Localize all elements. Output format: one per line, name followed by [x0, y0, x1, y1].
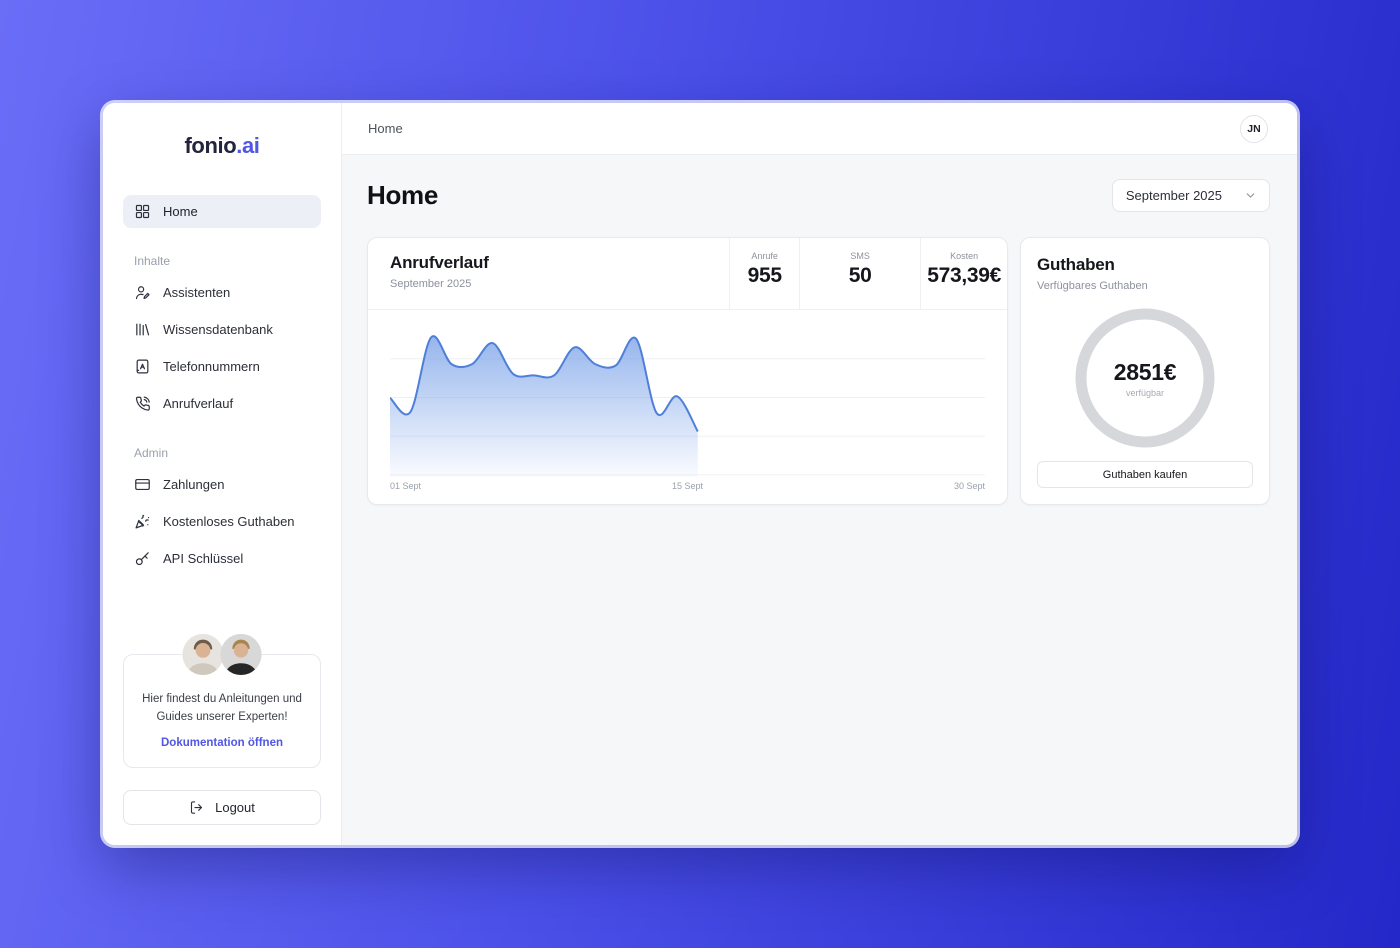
calls-area-chart	[390, 320, 985, 477]
sidebar-item-label: Home	[163, 204, 198, 219]
balance-card: Guthaben Verfügbares Guthaben 2851€ verf…	[1020, 237, 1270, 505]
x-tick-end: 30 Sept	[953, 481, 985, 491]
logo-suffix: .ai	[236, 133, 260, 158]
phone-call-icon	[134, 395, 151, 412]
sidebar-item-label: Kostenloses Guthaben	[163, 514, 295, 529]
sidebar-item-label: API Schlüssel	[163, 551, 244, 566]
title-row: Home September 2025	[367, 179, 1270, 212]
grid-icon	[134, 203, 151, 220]
balance-amount: 2851€	[1113, 358, 1177, 385]
sidebar-item-wissensdatenbank[interactable]: Wissensdatenbank	[123, 313, 321, 346]
user-avatar[interactable]: JN	[1240, 114, 1268, 143]
app-window: fonio.ai Home Inhalte Assistenten	[103, 103, 1297, 845]
breadcrumb[interactable]: Home	[368, 121, 403, 136]
experts-avatars	[182, 634, 262, 676]
chart-line	[390, 336, 698, 431]
balance-ring-gauge: 2851€ verfügbar	[1071, 304, 1219, 452]
sidebar-item-home[interactable]: Home	[123, 195, 321, 228]
sidebar-item-api-schluessel[interactable]: API Schlüssel	[123, 542, 321, 575]
topbar: Home JN	[342, 103, 1297, 155]
stat-label: SMS	[850, 251, 870, 261]
sidebar-item-zahlungen[interactable]: Zahlungen	[123, 468, 321, 501]
sidebar-nav: Home Inhalte Assistenten Wissensdatenban…	[123, 195, 321, 575]
logout-icon	[189, 800, 204, 815]
stat-sms: SMS 50	[799, 238, 920, 309]
sidebar-item-label: Telefonnummern	[163, 359, 260, 374]
stat-value: 573,39€	[927, 264, 1001, 287]
main-area: Home JN Home September 2025	[342, 103, 1297, 845]
sidebar-item-label: Anrufverlauf	[163, 396, 234, 411]
key-icon	[134, 550, 151, 567]
chart-area-fill	[390, 336, 698, 477]
balance-ring-text: 2851€ verfügbar	[1071, 304, 1219, 452]
balance-card-title: Guthaben	[1037, 255, 1115, 274]
sidebar-item-label: Wissensdatenbank	[163, 322, 273, 337]
stat-anrufe: Anrufe 955	[729, 238, 799, 309]
logout-button[interactable]: Logout	[123, 790, 321, 825]
calls-card-titles: Anrufverlauf September 2025	[368, 238, 729, 309]
period-select-value: September 2025	[1125, 188, 1222, 203]
calls-card: Anrufverlauf September 2025 Anrufe 955 S…	[367, 237, 1008, 505]
credit-card-icon	[134, 476, 151, 493]
sidebar-section-inhalte: Inhalte	[134, 254, 171, 268]
calls-card-title: Anrufverlauf	[390, 253, 489, 272]
x-tick-mid: 15 Sept	[671, 481, 704, 491]
sidebar-item-assistenten[interactable]: Assistenten	[123, 276, 321, 309]
library-icon	[134, 321, 151, 338]
stat-kosten: Kosten 573,39€	[920, 238, 1007, 309]
expert-avatar-2	[220, 634, 262, 676]
page-content: Home September 2025 Anrufverlauf	[342, 155, 1297, 505]
cards-row: Anrufverlauf September 2025 Anrufe 955 S…	[367, 237, 1270, 505]
page-title: Home	[367, 180, 439, 210]
expert-avatar-1	[182, 634, 224, 676]
sidebar-item-telefonnummern[interactable]: Telefonnummern	[123, 350, 321, 383]
balance-caption: verfügbar	[1125, 387, 1165, 398]
calls-chart-plot	[390, 320, 985, 477]
logo-text: fonio	[184, 133, 237, 158]
docs-card: Hier findest du Anleitungen und Guides u…	[123, 634, 321, 768]
user-pen-icon	[134, 284, 151, 301]
sidebar-item-anrufverlauf[interactable]: Anrufverlauf	[123, 387, 321, 420]
stat-label: Kosten	[950, 251, 979, 261]
balance-card-titles: Guthaben Verfügbares Guthaben	[1037, 255, 1253, 292]
balance-ring	[1075, 308, 1215, 448]
docs-card-text: Hier findest du Anleitungen und Guides u…	[142, 693, 302, 724]
chart-x-axis-labels: 01 Sept 15 Sept 30 Sept	[390, 481, 985, 504]
sidebar: fonio.ai Home Inhalte Assistenten	[103, 103, 342, 845]
calls-card-header: Anrufverlauf September 2025 Anrufe 955 S…	[368, 238, 1007, 310]
sidebar-item-label: Assistenten	[163, 285, 231, 300]
party-popper-icon	[134, 513, 151, 530]
stat-value: 50	[848, 264, 872, 287]
sidebar-section-admin: Admin	[134, 446, 169, 460]
contact-book-icon	[134, 358, 151, 375]
stat-label: Anrufe	[751, 251, 778, 261]
logo: fonio.ai	[123, 133, 321, 159]
buy-credit-button[interactable]: Guthaben kaufen	[1037, 461, 1253, 488]
x-tick-start: 01 Sept	[390, 481, 422, 491]
chevron-down-icon	[1244, 189, 1257, 202]
logout-label: Logout	[215, 800, 255, 815]
open-documentation-link[interactable]: Dokumentation öffnen	[160, 737, 284, 749]
calls-card-subtitle: September 2025	[390, 278, 472, 290]
balance-card-subtitle: Verfügbares Guthaben	[1037, 280, 1148, 292]
period-select[interactable]: September 2025	[1111, 179, 1270, 212]
sidebar-item-kostenloses-guthaben[interactable]: Kostenloses Guthaben	[123, 505, 321, 538]
sidebar-item-label: Zahlungen	[163, 477, 225, 492]
stat-value: 955	[747, 264, 782, 287]
